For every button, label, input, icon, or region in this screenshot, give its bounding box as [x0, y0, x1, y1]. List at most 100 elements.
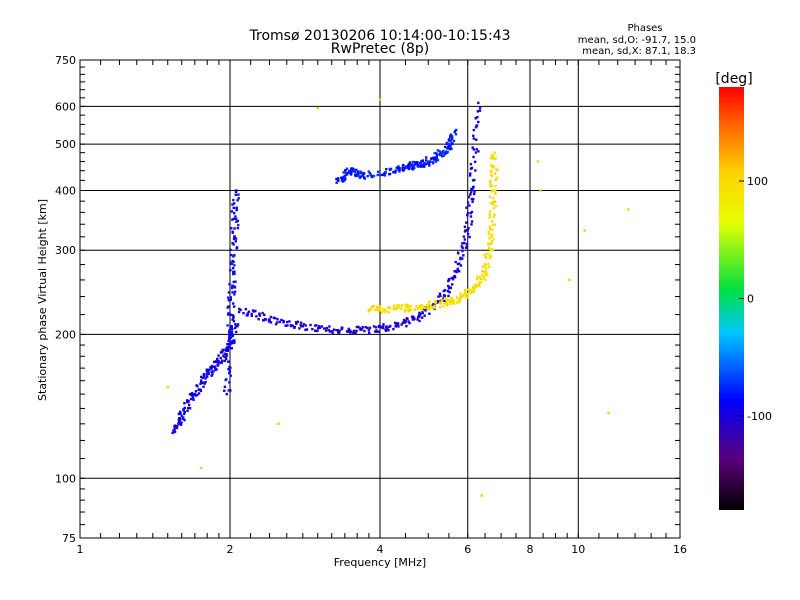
data-point — [239, 308, 242, 312]
data-point — [496, 169, 499, 172]
data-point — [489, 201, 493, 205]
data-point — [228, 329, 231, 332]
data-point — [226, 342, 229, 346]
data-point — [231, 284, 234, 287]
data-point — [451, 298, 455, 301]
data-point — [448, 147, 452, 151]
data-point — [468, 235, 471, 239]
data-point — [299, 324, 302, 327]
data-point — [352, 329, 356, 333]
x-tick-label: 1 — [77, 543, 84, 556]
data-point — [413, 166, 416, 169]
data-point — [342, 171, 345, 174]
data-point — [436, 149, 439, 152]
data-point — [607, 411, 610, 415]
data-point — [382, 173, 386, 176]
data-point — [367, 310, 370, 313]
data-point — [487, 262, 490, 266]
data-point — [373, 330, 377, 333]
data-point — [459, 264, 463, 267]
data-point — [383, 172, 386, 175]
data-point — [442, 305, 445, 308]
data-point — [442, 154, 445, 157]
data-point — [447, 138, 451, 141]
data-point — [405, 303, 409, 307]
data-point — [487, 265, 491, 269]
data-point — [474, 138, 478, 141]
data-point — [400, 323, 403, 326]
data-point — [491, 248, 495, 251]
data-point — [357, 325, 360, 329]
data-point — [466, 214, 469, 217]
data-point — [209, 366, 212, 369]
data-point — [418, 165, 421, 168]
data-point — [489, 242, 493, 245]
data-point — [233, 293, 236, 296]
data-point — [355, 329, 358, 333]
data-point — [171, 431, 174, 435]
data-point — [469, 162, 473, 166]
data-point — [224, 357, 228, 361]
data-point — [463, 225, 467, 229]
data-point — [177, 422, 180, 425]
data-point — [217, 354, 220, 357]
data-point — [358, 175, 361, 178]
data-point — [490, 173, 493, 177]
data-point — [474, 283, 478, 286]
data-point — [225, 354, 229, 357]
data-point — [367, 329, 371, 332]
data-point — [488, 225, 492, 229]
data-point — [434, 302, 437, 305]
x-tick-label: 2 — [227, 543, 234, 556]
data-point — [230, 210, 234, 213]
data-point — [223, 355, 226, 359]
data-point — [235, 330, 238, 334]
data-point — [229, 341, 232, 344]
data-point — [225, 348, 228, 352]
data-point — [450, 147, 453, 151]
data-point — [232, 285, 236, 288]
data-point — [488, 227, 492, 231]
data-point — [468, 174, 472, 177]
data-point — [440, 299, 444, 302]
data-point — [210, 374, 213, 377]
data-point — [262, 318, 265, 322]
data-point — [199, 466, 203, 470]
data-point — [405, 324, 408, 328]
data-point — [304, 324, 307, 327]
data-point — [330, 329, 334, 333]
data-point — [201, 381, 205, 384]
data-point — [291, 324, 295, 327]
data-point — [349, 331, 352, 334]
data-point — [230, 226, 233, 230]
data-point — [466, 211, 470, 215]
data-point — [490, 165, 494, 168]
data-point — [370, 175, 373, 178]
data-point — [456, 267, 460, 271]
data-point — [393, 308, 396, 311]
data-point — [423, 161, 426, 165]
data-point — [395, 306, 399, 310]
data-point — [301, 325, 305, 328]
data-point — [290, 324, 293, 328]
data-point — [315, 324, 318, 327]
data-point — [450, 283, 454, 286]
data-point — [473, 190, 476, 193]
data-point — [490, 241, 494, 245]
data-point — [215, 368, 218, 371]
data-point — [314, 329, 317, 333]
data-point — [347, 327, 350, 331]
data-point — [328, 325, 331, 328]
data-point — [411, 160, 415, 164]
data-point — [466, 228, 469, 232]
data-point — [492, 189, 495, 192]
data-point — [173, 430, 177, 434]
data-point — [228, 381, 231, 384]
data-point — [235, 325, 238, 328]
x-tick-label: 4 — [377, 543, 384, 556]
data-point — [231, 241, 234, 245]
data-point — [331, 331, 334, 334]
data-point — [233, 235, 236, 238]
data-point — [345, 172, 348, 175]
data-point — [374, 326, 378, 329]
